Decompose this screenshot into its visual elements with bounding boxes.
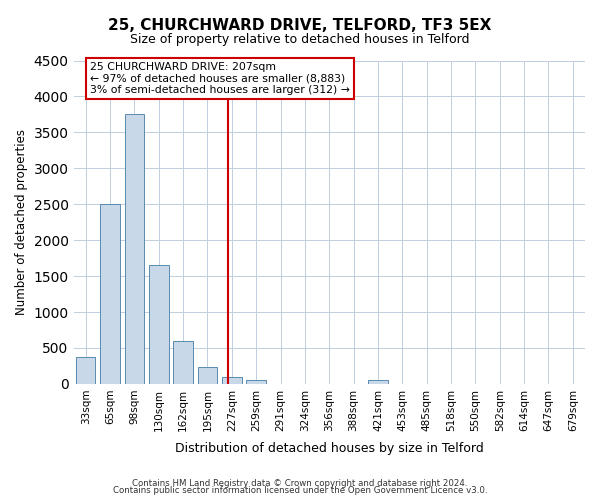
Bar [247, 380, 266, 384]
Text: 25 CHURCHWARD DRIVE: 207sqm
← 97% of detached houses are smaller (8,883)
3% of s: 25 CHURCHWARD DRIVE: 207sqm ← 97% of det… [90, 62, 350, 95]
Bar [125, 114, 144, 384]
Y-axis label: Number of detached properties: Number of detached properties [15, 129, 28, 315]
Text: Size of property relative to detached houses in Telford: Size of property relative to detached ho… [130, 32, 470, 46]
Bar [173, 341, 193, 384]
Text: Contains public sector information licensed under the Open Government Licence v3: Contains public sector information licen… [113, 486, 487, 495]
Bar [222, 376, 242, 384]
Text: 25, CHURCHWARD DRIVE, TELFORD, TF3 5EX: 25, CHURCHWARD DRIVE, TELFORD, TF3 5EX [109, 18, 491, 32]
X-axis label: Distribution of detached houses by size in Telford: Distribution of detached houses by size … [175, 442, 484, 455]
Bar [100, 204, 120, 384]
Bar [76, 356, 95, 384]
Text: Contains HM Land Registry data © Crown copyright and database right 2024.: Contains HM Land Registry data © Crown c… [132, 478, 468, 488]
Bar [368, 380, 388, 384]
Bar [198, 366, 217, 384]
Bar [149, 266, 169, 384]
